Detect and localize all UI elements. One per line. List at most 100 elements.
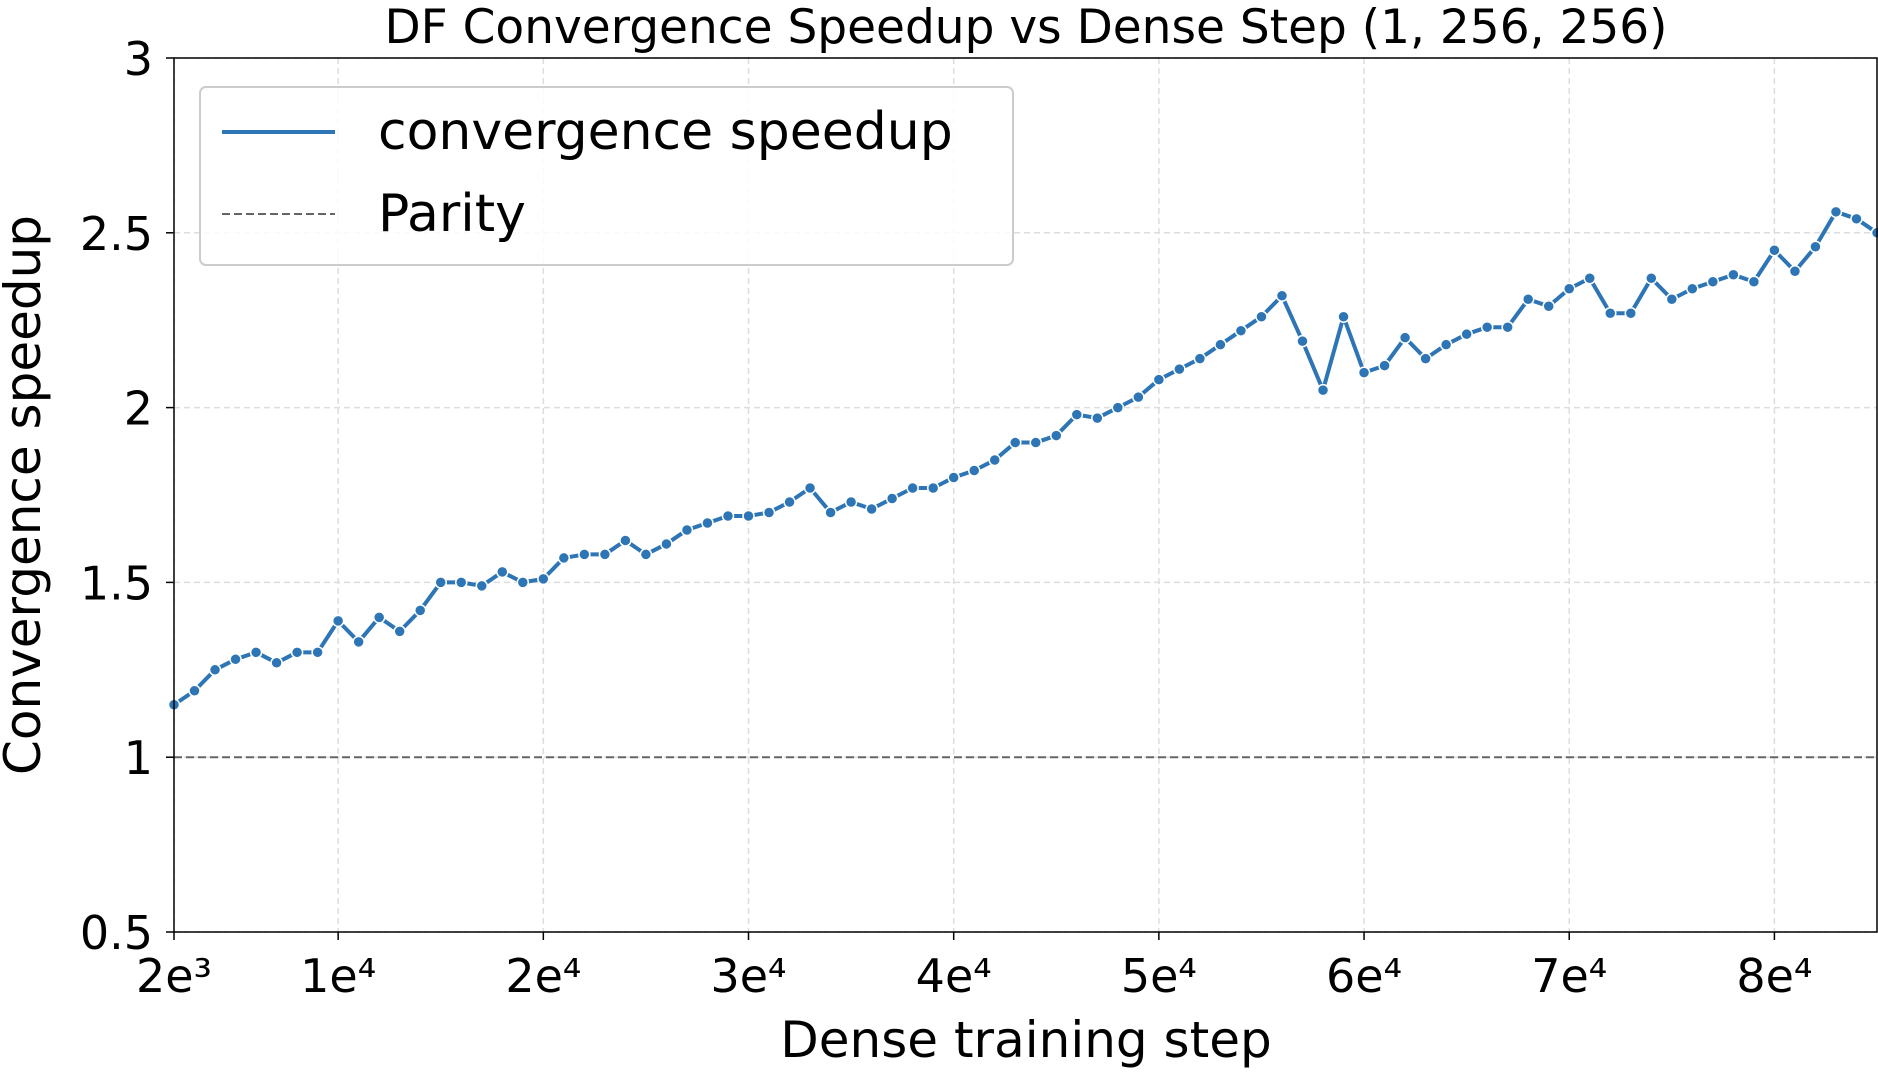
data-point: [865, 502, 878, 516]
data-point: [701, 516, 714, 530]
x-tick-label: 6e⁴: [1326, 949, 1402, 1003]
data-point: [1070, 408, 1084, 421]
data-point: [1583, 271, 1596, 285]
data-point: [1706, 275, 1720, 288]
data-point: [1173, 362, 1186, 376]
data-point: [926, 481, 940, 495]
data-point: [1501, 320, 1514, 334]
data-point: [1829, 205, 1843, 219]
data-point: [1316, 383, 1330, 397]
x-tick-label: 1e⁴: [300, 949, 376, 1003]
data-point: [1686, 282, 1699, 295]
data-point: [1768, 244, 1781, 257]
y-tick-label: 1: [124, 731, 153, 785]
data-point: [352, 635, 365, 649]
y-tick-label: 0.5: [80, 906, 153, 960]
data-point: [803, 481, 817, 495]
data-point: [249, 646, 263, 659]
data-point: [1275, 289, 1289, 302]
data-point: [372, 611, 386, 624]
data-point: [1398, 331, 1412, 344]
data-point: [844, 495, 858, 509]
data-point: [1460, 327, 1473, 341]
data-point: [578, 548, 591, 561]
legend-box: [199, 86, 1014, 266]
data-point: [906, 481, 919, 495]
x-tick-label: 8e⁴: [1736, 949, 1812, 1003]
legend-label: Parity: [378, 184, 526, 244]
data-point: [885, 492, 899, 505]
data-point: [1665, 292, 1679, 306]
data-point: [1439, 338, 1453, 351]
data-point: [1788, 265, 1802, 278]
x-tick-label: 3e⁴: [710, 949, 786, 1003]
data-point: [1378, 359, 1391, 372]
data-point: [496, 565, 509, 579]
plot-frame: [173, 57, 1878, 933]
data-point: [1624, 306, 1638, 320]
data-point: [1727, 268, 1740, 282]
data-point: [229, 653, 242, 666]
data-point: [660, 537, 673, 551]
data-point: [783, 495, 796, 509]
data-point: [1542, 299, 1555, 313]
data-point: [1255, 310, 1268, 323]
data-point: [1521, 292, 1535, 306]
data-point: [619, 534, 632, 547]
data-point: [639, 548, 653, 561]
data-point: [188, 684, 201, 698]
data-point: [311, 646, 324, 659]
data-point: [1050, 429, 1063, 442]
data-point: [1296, 334, 1309, 348]
data-point: [721, 509, 735, 523]
chart-title: DF Convergence Speedup vs Dense Step (1,…: [384, 0, 1667, 55]
data-point: [680, 523, 694, 537]
data-point: [1152, 373, 1166, 386]
data-point: [988, 453, 1001, 467]
data-point: [434, 576, 447, 589]
data-point: [475, 579, 489, 593]
x-tick-label: 4e⁴: [916, 949, 992, 1003]
x-tick-label: 7e⁴: [1531, 949, 1607, 1003]
data-point: [455, 576, 468, 589]
data-point: [762, 506, 776, 519]
data-point: [742, 509, 755, 523]
data-point: [1562, 282, 1576, 295]
y-tick-label: 2: [124, 382, 153, 436]
series-line: [172, 209, 1878, 707]
data-point: [1850, 212, 1863, 226]
y-tick-label: 1.5: [80, 556, 153, 610]
data-point: [1604, 306, 1617, 320]
data-point: [1193, 352, 1207, 365]
legend-label: convergence speedup: [378, 102, 953, 162]
data-point: [1111, 401, 1125, 414]
data-point: [1480, 320, 1494, 334]
x-axis-label: Dense training step: [780, 1011, 1271, 1069]
data-point: [598, 548, 612, 561]
data-point: [1029, 436, 1043, 449]
x-tick-label: 2e³: [136, 949, 212, 1003]
y-tick-label: 2.5: [80, 207, 153, 261]
data-point: [1747, 275, 1761, 288]
data-point: [1809, 240, 1822, 254]
data-point: [208, 663, 222, 677]
y-axis-label: Convergence speedup: [0, 215, 52, 775]
y-tick-label: 3: [124, 32, 153, 86]
data-point: [413, 604, 427, 617]
data-point: [290, 646, 304, 659]
data-point: [1091, 411, 1104, 425]
data-point: [393, 625, 406, 638]
data-point: [1214, 338, 1227, 351]
data-point: [1234, 324, 1248, 337]
data-point: [1357, 366, 1371, 379]
data-point: [1132, 390, 1145, 404]
x-tick-label: 2e⁴: [505, 949, 581, 1003]
data-point: [1008, 436, 1022, 449]
data-point: [537, 572, 550, 586]
data-point: [967, 464, 981, 477]
data-point: [1645, 271, 1658, 285]
data-point: [270, 656, 283, 670]
data-point: [1337, 310, 1350, 323]
data-point: [516, 576, 530, 589]
